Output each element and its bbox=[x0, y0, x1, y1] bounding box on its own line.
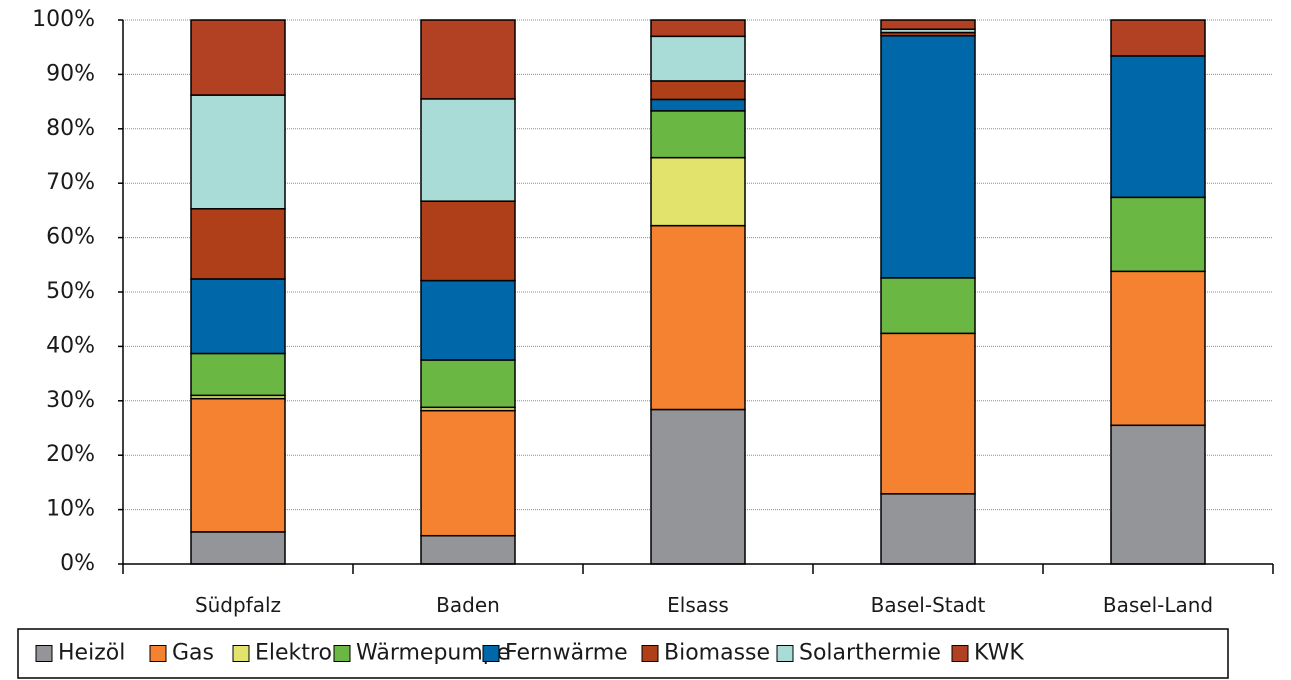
y-tick-label: 30% bbox=[46, 388, 95, 413]
bar-segment bbox=[1110, 196, 1206, 273]
y-tick-label: 100% bbox=[32, 7, 95, 32]
bar-segment bbox=[880, 332, 976, 495]
bar-segment bbox=[880, 277, 976, 335]
bar-segment bbox=[880, 493, 976, 565]
legend-swatch bbox=[951, 645, 969, 662]
bar-stack bbox=[650, 19, 746, 565]
bar-segment bbox=[420, 19, 516, 100]
legend-item: KWK bbox=[951, 641, 1024, 666]
legend-swatch bbox=[35, 645, 53, 662]
y-tick-label: 50% bbox=[46, 279, 95, 304]
y-axis-ticks: 0% 10% 20% 30% 40% 50% 60% 70% 80% 90% 100% bbox=[32, 7, 123, 576]
bar-segment bbox=[650, 19, 746, 38]
bar-segment bbox=[1110, 424, 1206, 565]
y-tick-label: 90% bbox=[46, 61, 95, 86]
y-tick-label: 80% bbox=[46, 116, 95, 141]
x-tick-label: Südpfalz bbox=[195, 593, 281, 617]
legend-item: Solarthermie bbox=[776, 641, 941, 666]
y-tick-label: 20% bbox=[46, 442, 95, 467]
bar-segment bbox=[650, 156, 746, 227]
bar-segment bbox=[190, 19, 286, 96]
bar-segment bbox=[1110, 19, 1206, 57]
bar-segment bbox=[420, 409, 516, 537]
legend-item: Fernwärme bbox=[482, 641, 628, 666]
bar-segment bbox=[650, 35, 746, 82]
legend-swatch bbox=[232, 645, 250, 662]
legend-swatch bbox=[149, 645, 167, 662]
bar-segment bbox=[420, 279, 516, 361]
legend-label: Biomasse bbox=[664, 641, 770, 666]
bar-segment bbox=[420, 534, 516, 565]
legend-label: Elektro bbox=[255, 641, 332, 666]
legend-swatch bbox=[333, 645, 351, 662]
bar-segment bbox=[880, 35, 976, 279]
bar-segment bbox=[190, 531, 286, 565]
bar-segment bbox=[190, 94, 286, 210]
bar-segment bbox=[880, 19, 976, 30]
bar-segment bbox=[1110, 55, 1206, 199]
legend-item: Biomasse bbox=[641, 641, 770, 666]
bar-segment bbox=[190, 352, 286, 397]
legend-label: Solarthermie bbox=[799, 641, 941, 666]
bar-stack bbox=[880, 19, 976, 565]
bar-segment bbox=[650, 110, 746, 159]
legend-label: Heizöl bbox=[58, 641, 125, 666]
bar-segment bbox=[650, 224, 746, 411]
bar-stack bbox=[420, 19, 516, 565]
bar-segment bbox=[420, 200, 516, 282]
legend-label: KWK bbox=[974, 641, 1024, 666]
legend-label: Gas bbox=[172, 641, 214, 666]
x-axis-ticks: Südpfalz Baden Elsass Basel-Stadt Basel-Land bbox=[195, 593, 1213, 617]
x-tick-label: Basel-Land bbox=[1103, 593, 1213, 617]
legend-swatch bbox=[776, 645, 794, 662]
y-tick-label: 40% bbox=[46, 333, 95, 358]
x-tick-label: Basel-Stadt bbox=[871, 593, 986, 617]
bar-segment bbox=[190, 208, 286, 280]
legend-swatch bbox=[641, 645, 659, 662]
bar-stacks bbox=[190, 19, 1206, 565]
bar-segment bbox=[190, 278, 286, 355]
bar-segment bbox=[650, 98, 746, 112]
y-tick-label: 70% bbox=[46, 170, 95, 195]
bar-segment bbox=[190, 397, 286, 533]
bar-segment bbox=[650, 80, 746, 101]
bar-segment bbox=[650, 408, 746, 565]
axes bbox=[122, 20, 1274, 574]
legend-item: Gas bbox=[149, 641, 214, 666]
bar-stack bbox=[190, 19, 286, 565]
legend-swatch bbox=[482, 645, 500, 662]
legend-box bbox=[17, 628, 1229, 679]
bar-segment bbox=[420, 98, 516, 202]
bar-segment bbox=[1110, 270, 1206, 427]
y-tick-label: 60% bbox=[46, 225, 95, 250]
bar-segment bbox=[420, 359, 516, 409]
legend-label: Fernwärme bbox=[505, 641, 628, 666]
x-tick-label: Elsass bbox=[667, 593, 729, 617]
y-tick-label: 10% bbox=[46, 497, 95, 522]
bar-stack bbox=[1110, 19, 1206, 565]
legend-item: Heizöl bbox=[35, 641, 125, 666]
legend-item: Elektro bbox=[232, 641, 332, 666]
y-tick-label: 0% bbox=[60, 551, 95, 576]
x-tick-label: Baden bbox=[436, 593, 500, 617]
